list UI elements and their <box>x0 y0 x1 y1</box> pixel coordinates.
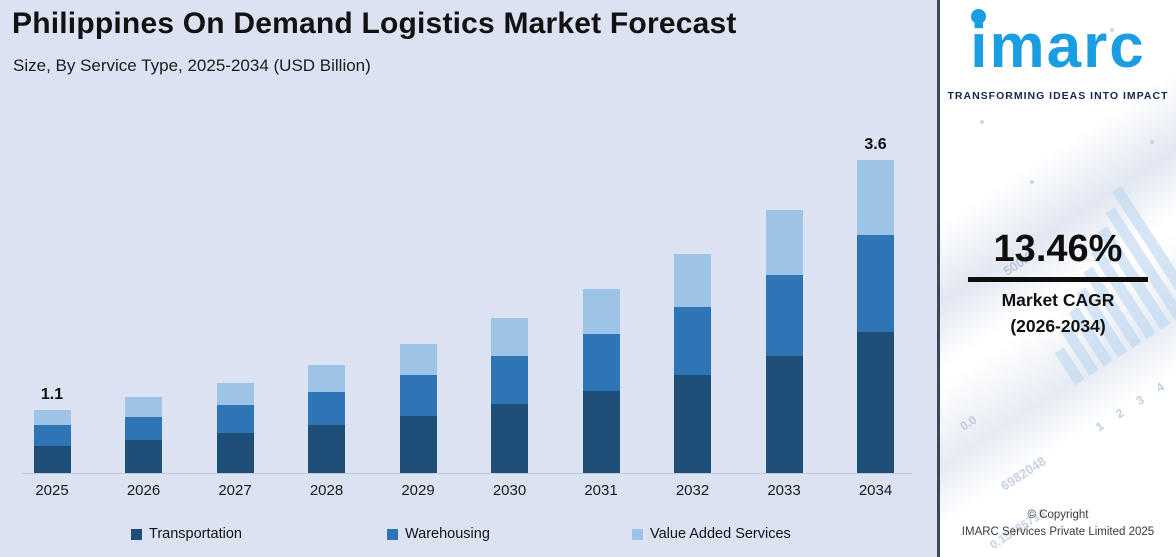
bar-segment-warehousing <box>765 275 803 356</box>
bar-segment-transportation <box>216 433 254 473</box>
bar-total-label: 3.6 <box>864 136 887 153</box>
bar-segment-warehousing <box>399 375 437 416</box>
x-axis-tick-label: 2029 <box>401 482 435 499</box>
bar-segment-value-added-services <box>491 318 528 356</box>
bar-segment-value-added-services <box>216 383 254 405</box>
legend-swatch-icon <box>632 528 643 540</box>
legend-label: Value Added Services <box>650 526 791 542</box>
x-axis-tick-label: 2027 <box>218 482 252 499</box>
x-axis-tick-label: 2025 <box>35 482 69 499</box>
x-axis-tick-label: 2026 <box>126 482 161 499</box>
watermark-bar <box>1054 347 1085 386</box>
bar-segment-transportation <box>399 416 437 473</box>
bar-segment-warehousing <box>582 334 620 391</box>
legend-swatch-icon <box>131 528 142 540</box>
legend-label: Transportation <box>149 526 242 542</box>
chart-title: Philippines On Demand Logistics Market F… <box>12 7 737 40</box>
bar-segment-value-added-services <box>399 344 437 375</box>
x-axis-tick-label: 2034 <box>858 482 893 499</box>
legend-item-warehousing: Warehousing <box>387 526 490 542</box>
chart-subtitle: Size, By Service Type, 2025-2034 (USD Bi… <box>13 56 371 75</box>
x-axis-tick-label: 2031 <box>584 482 618 499</box>
bar-segment-warehousing <box>308 392 345 425</box>
bar-segment-value-added-services <box>582 289 620 334</box>
bar-segment-transportation <box>674 375 711 473</box>
x-axis-tick-label: 2030 <box>492 482 527 499</box>
legend-item-value-added-services: Value Added Services <box>632 526 791 542</box>
bar-segment-warehousing <box>491 356 528 404</box>
cagr-value: 13.46% <box>993 228 1123 270</box>
bar-segment-transportation <box>491 404 528 473</box>
bar-segment-value-added-services <box>125 397 162 417</box>
copyright-line1: © Copyright <box>1027 509 1089 521</box>
bar-segment-value-added-services <box>857 160 894 235</box>
bar-segment-value-added-services <box>765 210 803 275</box>
watermark-dot <box>1030 180 1034 184</box>
imarc-logo-dot-icon <box>971 9 986 24</box>
watermark-text: 1 2 3 4 <box>1093 375 1173 435</box>
watermark-text: 0.0 <box>957 412 980 434</box>
bar-segment-warehousing <box>125 417 162 440</box>
legend-swatch-icon <box>387 528 398 540</box>
copyright-line2: IMARC Services Private Limited 2025 <box>961 526 1155 538</box>
bar-segment-transportation <box>765 356 803 473</box>
x-axis-tick-label: 2032 <box>675 482 710 499</box>
bar-total-label: 1.1 <box>40 386 64 403</box>
bar-segment-transportation <box>582 391 620 473</box>
imarc-logo: imarc <box>970 12 1146 81</box>
x-axis-line <box>22 473 912 474</box>
legend-label: Warehousing <box>405 526 490 542</box>
bar-segment-transportation <box>125 440 162 473</box>
bar-segment-transportation <box>857 332 894 473</box>
brand-panel: 500.0 0.0 1 2 3 4 6982048 0.15785714 imarc T… <box>937 0 1176 557</box>
bar-segment-value-added-services <box>308 365 345 392</box>
bar-segment-warehousing <box>33 425 71 446</box>
x-axis-tick-label: 2028 <box>309 482 344 499</box>
imarc-tagline: TRANSFORMING IDEAS INTO IMPACT <box>947 90 1169 102</box>
bar-segment-warehousing <box>857 235 894 332</box>
plot-area: 2025 1.1 2026 2027 2028 2029 2030 2031 2032 2033 2… <box>22 136 912 499</box>
x-axis-tick-label: 2033 <box>767 482 801 499</box>
copyright-notice: © Copyright IMARC Services Private Limit… <box>940 507 1176 541</box>
bar-segment-warehousing <box>674 307 711 375</box>
bar-segment-value-added-services <box>33 410 71 425</box>
legend-item-transportation: Transportation <box>131 526 242 542</box>
watermark-dot <box>980 120 984 124</box>
bar-segment-transportation <box>308 425 345 473</box>
watermark-dot <box>1150 140 1154 144</box>
cagr-label: Market CAGR <box>1001 290 1115 310</box>
chart-panel: Philippines On Demand Logistics Market F… <box>12 7 912 542</box>
watermark-text: 6982048 <box>997 453 1049 494</box>
cagr-divider <box>968 277 1148 282</box>
bar-segment-warehousing <box>216 405 254 433</box>
cagr-period: (2026-2034) <box>1010 316 1106 336</box>
bar-segment-transportation <box>33 446 71 473</box>
bar-segment-value-added-services <box>674 254 711 307</box>
